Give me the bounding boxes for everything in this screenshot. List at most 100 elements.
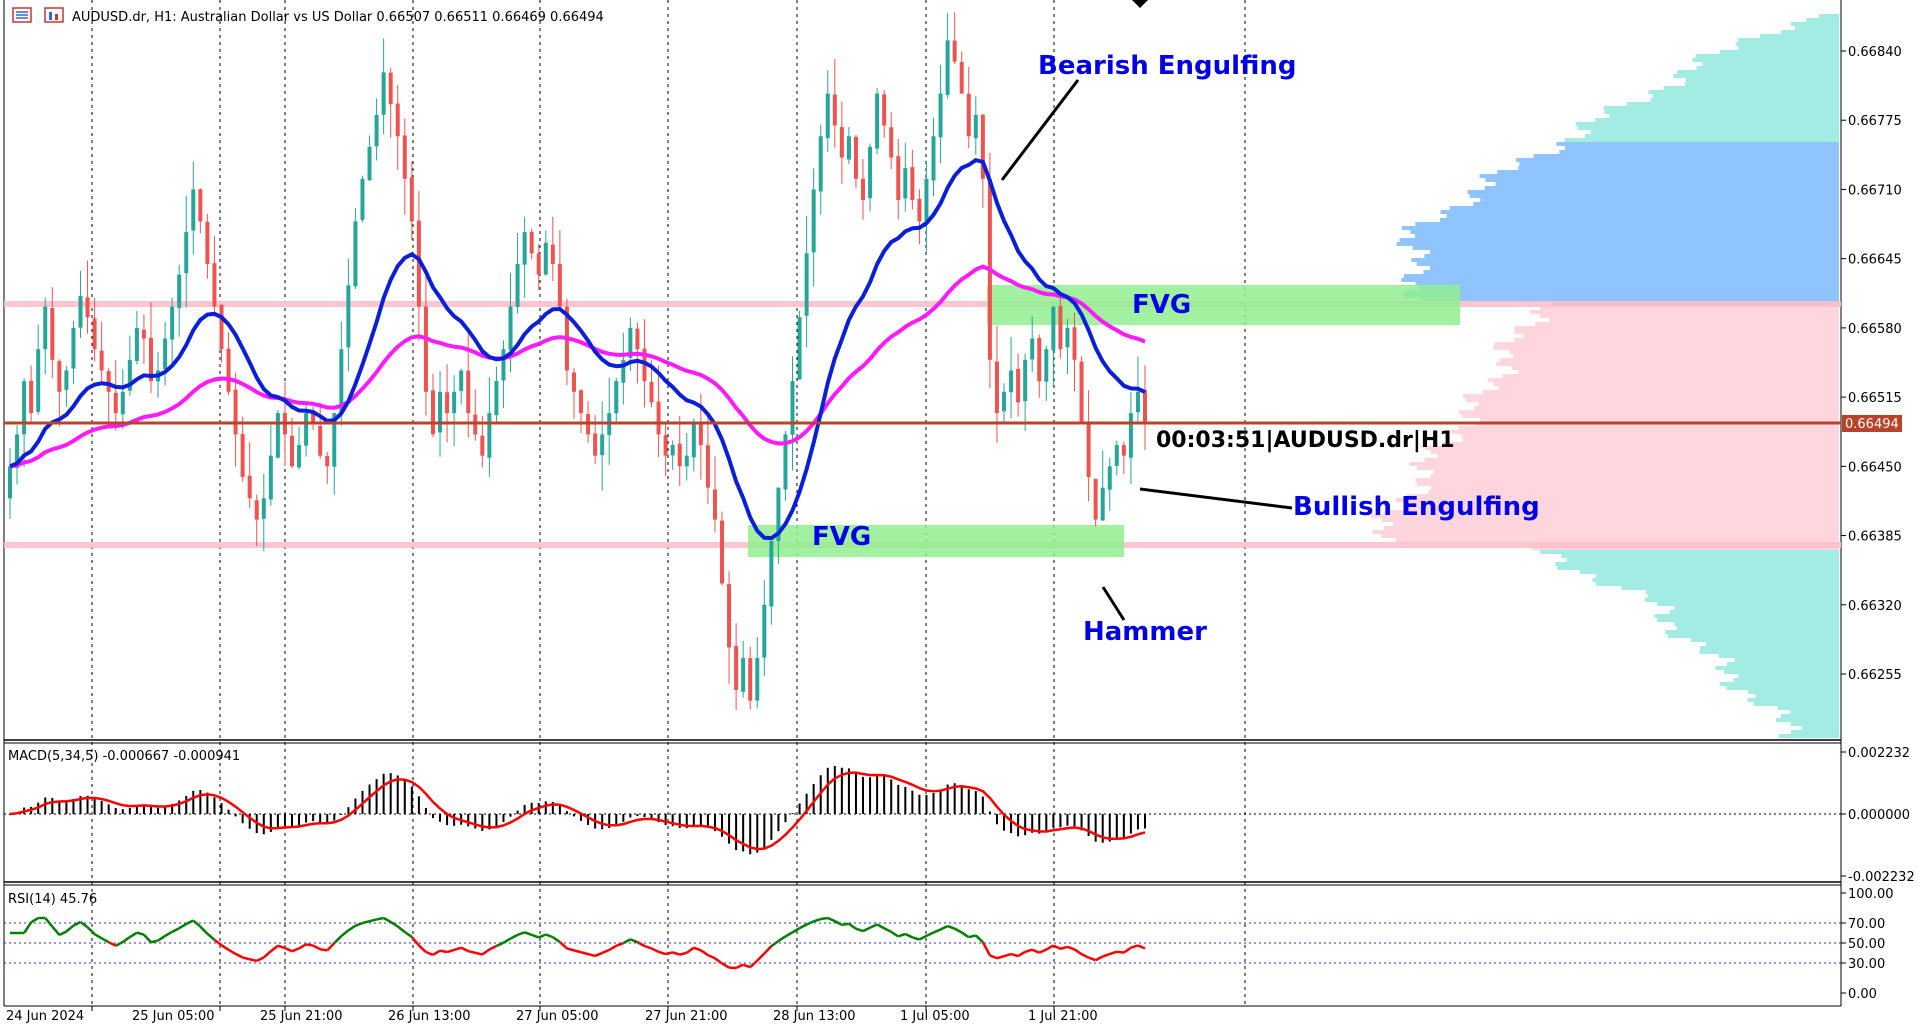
macd-histogram-bar (1122, 814, 1125, 838)
rsi-segment (883, 927, 892, 933)
volume-profile-bar (1677, 70, 1839, 74)
candle-body (388, 72, 393, 105)
volume-profile-bar (1523, 334, 1839, 338)
volume-profile-bar (1396, 538, 1839, 542)
rsi-segment (270, 944, 279, 953)
rsi-segment (418, 944, 427, 953)
volume-profile-bar (1479, 174, 1839, 178)
volume-profile-bar (1794, 26, 1839, 30)
rsi-segment (51, 925, 61, 936)
macd-histogram-bar (509, 814, 512, 817)
volume-profile-bar (1401, 226, 1839, 230)
candle-body (163, 338, 168, 370)
current-price-value: 0.66494 (1845, 417, 1899, 432)
macd-histogram-bar (713, 814, 716, 832)
macd-histogram-bar (939, 789, 942, 814)
macd-histogram-bar (671, 814, 674, 827)
candle-body (698, 421, 703, 446)
volume-profile-bar (1499, 358, 1839, 362)
price-tick-label: 0.66450 (1848, 460, 1902, 475)
candle-body (339, 349, 344, 414)
volume-profile-bar (1424, 254, 1839, 258)
candle-body (311, 411, 316, 424)
macd-histogram-bar (706, 814, 709, 829)
rsi-segment (86, 926, 96, 936)
macd-histogram-bar (650, 814, 653, 820)
candle-body (1086, 422, 1091, 477)
macd-histogram-bar (1059, 814, 1062, 828)
macd-histogram-bar (220, 803, 223, 814)
rsi-segment (947, 924, 956, 930)
volume-profile-bar (1415, 222, 1839, 226)
rsi-segment (749, 959, 759, 969)
rsi-segment (1017, 950, 1026, 958)
rsi-segment (580, 951, 589, 956)
rsi-segment (587, 952, 596, 958)
macd-histogram-bar (502, 814, 505, 823)
volume-profile-bar (1604, 106, 1839, 110)
volume-profile-bar (1442, 442, 1839, 446)
volume-profile-bar (1422, 298, 1839, 302)
macd-histogram-bar (876, 774, 879, 814)
volume-profile-bar (1566, 558, 1839, 562)
volume-profile-bar (1595, 574, 1839, 578)
volume-profile-bar (1674, 606, 1839, 610)
slow-moving-average (9, 264, 1146, 469)
macd-histogram-bar (565, 811, 568, 814)
candle-body (896, 156, 901, 201)
rsi-segment (707, 953, 716, 960)
candle-body (663, 435, 668, 456)
candle-body (289, 435, 294, 467)
macd-histogram-bar (728, 814, 731, 844)
candle-body (64, 370, 69, 390)
volume-profile-bar (1449, 206, 1839, 210)
macd-histogram-bar (269, 814, 272, 832)
price-tick-label: 0.66840 (1848, 45, 1902, 60)
rsi-segment (636, 941, 646, 948)
macd-histogram-bar (453, 814, 456, 826)
macd-histogram-bar (375, 779, 378, 814)
rsi-segment (566, 947, 575, 952)
candle-body (1107, 466, 1112, 490)
volume-profile-bar (1516, 158, 1839, 162)
rsi-segment (658, 950, 666, 956)
macd-histogram-bar (389, 773, 392, 814)
volume-profile-bar (1478, 402, 1839, 406)
candle-body (579, 390, 584, 414)
rsi-segment (122, 935, 131, 944)
volume-profile-bar (1402, 294, 1839, 298)
volume-profile-bar (1647, 594, 1839, 598)
candle-body (691, 423, 696, 458)
volume-profile-bar (1384, 526, 1839, 530)
macd-histogram-bar (862, 776, 865, 814)
macd-histogram-bar (185, 795, 188, 814)
current-price-tag (1842, 415, 1902, 432)
candle-body (1023, 359, 1028, 402)
rsi-segment (129, 931, 138, 939)
rsi-segment (650, 947, 660, 954)
rsi-segment (213, 938, 223, 947)
candle-body (593, 433, 598, 456)
rsi-segment (644, 944, 652, 950)
macd-histogram-bar (114, 808, 117, 814)
macd-histogram-bar (86, 795, 89, 814)
volume-profile-bar (1753, 702, 1839, 706)
rsi-segment (1123, 946, 1132, 954)
candle-body (466, 370, 471, 414)
rsi-segment (326, 942, 336, 952)
rsi-segment (813, 917, 822, 923)
volume-profile-bar (1412, 246, 1839, 250)
macd-histogram-bar (474, 814, 477, 829)
volume-profile-bar (1430, 486, 1839, 490)
rsi-segment (559, 941, 568, 950)
candle-body (557, 263, 562, 307)
macd-histogram-bar (551, 801, 554, 814)
rsi-segment (1109, 950, 1118, 956)
candle-body (1058, 306, 1063, 350)
candle-body (198, 189, 203, 222)
rsi-segment (136, 931, 145, 936)
rsi-segment (777, 935, 787, 943)
candle-body (889, 127, 894, 158)
candle-body (141, 329, 146, 339)
volume-profile-bar (1423, 270, 1839, 274)
